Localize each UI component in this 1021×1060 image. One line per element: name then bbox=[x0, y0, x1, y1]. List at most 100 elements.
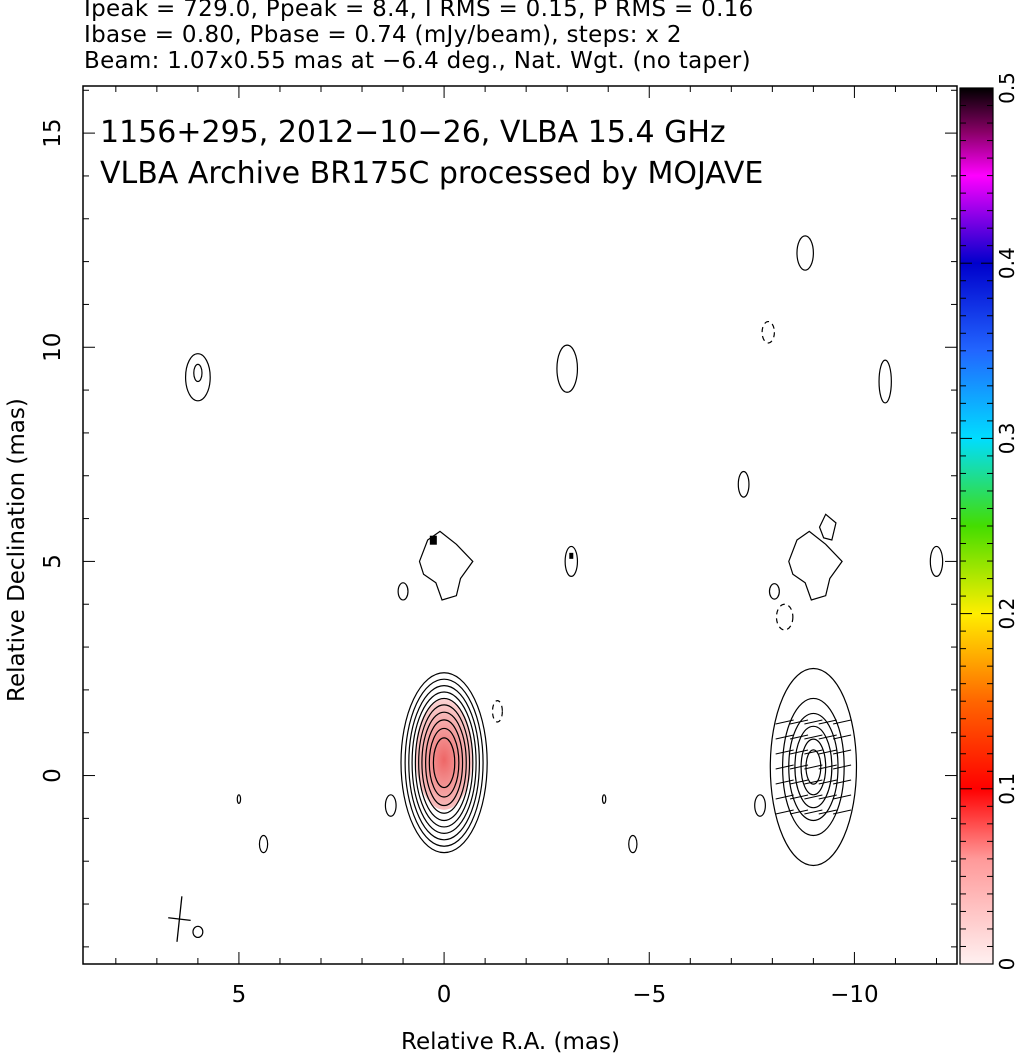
contour-line bbox=[788, 712, 839, 822]
contour-line bbox=[400, 672, 488, 854]
contour-line bbox=[384, 794, 397, 817]
evpa-vector bbox=[775, 749, 794, 755]
contour-line bbox=[796, 235, 814, 271]
evpa-vector bbox=[818, 779, 837, 785]
contour-line bbox=[768, 583, 780, 600]
colorbar-tick-label: 0.2 bbox=[995, 598, 1019, 630]
colorbar-tick-label: 0.5 bbox=[995, 72, 1019, 104]
contour-line bbox=[193, 363, 203, 383]
evpa-vector bbox=[789, 719, 809, 725]
contour-line bbox=[737, 470, 750, 498]
evpa-vector bbox=[818, 809, 837, 815]
evpa-vector bbox=[818, 734, 837, 740]
evpa-vector bbox=[789, 764, 809, 770]
evpa-vector bbox=[818, 719, 837, 725]
evpa-vector bbox=[832, 719, 852, 725]
evpa-vector bbox=[775, 809, 794, 815]
x-tick-label: 0 bbox=[437, 982, 452, 1008]
evpa-vector bbox=[775, 764, 794, 770]
contour-line bbox=[418, 704, 471, 822]
x-tick-label: −5 bbox=[632, 982, 666, 1008]
contour-line bbox=[601, 794, 607, 804]
evpa-vector bbox=[804, 809, 823, 815]
contour-line bbox=[628, 834, 638, 854]
evpa-vector bbox=[804, 749, 823, 755]
evpa-vector bbox=[818, 749, 837, 755]
evpa-vector bbox=[789, 809, 809, 815]
header-line-1: Ipeak = 729.0, Ppeak = 8.4, I RMS = 0.15… bbox=[84, 0, 754, 22]
negative-contour-line bbox=[775, 603, 794, 631]
jet-knot-contour bbox=[788, 530, 843, 601]
contour-line bbox=[564, 545, 579, 577]
evpa-vector bbox=[775, 734, 794, 740]
x-tick-label: −10 bbox=[830, 982, 879, 1008]
y-tick-label: 15 bbox=[40, 118, 66, 147]
contour-line bbox=[769, 667, 858, 867]
evpa-vector bbox=[804, 734, 823, 740]
evpa-vector bbox=[789, 794, 809, 800]
contour-line bbox=[425, 719, 464, 807]
evpa-vector bbox=[789, 779, 809, 785]
contour-line bbox=[184, 353, 211, 402]
evpa-vector bbox=[832, 809, 852, 815]
beam-minor-axis bbox=[168, 917, 191, 921]
jet-knot-contour bbox=[418, 530, 474, 601]
contour-line bbox=[556, 344, 579, 393]
header-line-2: Ibase = 0.80, Pbase = 0.74 (mJy/beam), s… bbox=[84, 22, 682, 48]
evpa-vector bbox=[804, 779, 823, 785]
contour-line bbox=[397, 582, 409, 601]
contour-line bbox=[414, 697, 474, 828]
colorbar-tick-label: 0.3 bbox=[995, 422, 1019, 454]
evpa-vector bbox=[818, 794, 837, 800]
contour-line bbox=[408, 685, 480, 841]
plot-frame bbox=[82, 85, 958, 965]
colorbar-tick-label: 0.1 bbox=[995, 773, 1019, 805]
evpa-vector bbox=[775, 719, 794, 725]
pol-pixel bbox=[429, 535, 437, 545]
contour-line bbox=[754, 794, 766, 817]
contour-line bbox=[805, 749, 822, 785]
contour-line bbox=[794, 725, 833, 809]
contour-line bbox=[258, 834, 269, 854]
contour-line bbox=[878, 359, 892, 404]
evpa-vector bbox=[832, 764, 852, 770]
evpa-vector bbox=[804, 764, 823, 770]
y-axis-label: Relative Declination (mas) bbox=[4, 398, 30, 702]
contour-line bbox=[428, 727, 460, 798]
chart-title-line-2: VLBA Archive BR175C processed by MOJAVE bbox=[100, 156, 763, 191]
evpa-vector bbox=[804, 719, 823, 725]
contour-layer bbox=[168, 235, 944, 942]
x-axis-label: Relative R.A. (mas) bbox=[401, 1029, 620, 1055]
negative-contour-line bbox=[761, 320, 776, 344]
contour-line bbox=[236, 794, 242, 804]
colorbar-tick-label: 0.4 bbox=[995, 247, 1019, 279]
header-line-3: Beam: 1.07x0.55 mas at −6.4 deg., Nat. W… bbox=[84, 48, 751, 74]
negative-contour-line bbox=[491, 699, 503, 723]
evpa-vector bbox=[832, 794, 852, 800]
contour-line bbox=[192, 925, 204, 939]
jet-knot-contour bbox=[818, 513, 837, 541]
fractional-pol-fill bbox=[415, 698, 473, 810]
contour-line bbox=[404, 678, 484, 847]
y-tick-label: 0 bbox=[40, 768, 66, 783]
evpa-vector bbox=[789, 749, 809, 755]
chart-title-line-1: 1156+295, 2012−10−26, VLBA 15.4 GHz bbox=[100, 115, 726, 150]
contour-line bbox=[929, 545, 944, 577]
axis-ticks: 5 0 −5 −10 0 5 10 15 0 0.1 0.2 0.3 0.4 0.5 bbox=[40, 72, 1019, 1008]
colorbar-tick-label: 0 bbox=[995, 958, 1019, 971]
contour-line bbox=[421, 711, 467, 814]
contour-line bbox=[432, 737, 456, 789]
evpa-vector bbox=[789, 734, 809, 740]
evpa-vector bbox=[832, 749, 852, 755]
evpa-vector bbox=[775, 794, 794, 800]
evpa-vector bbox=[818, 764, 837, 770]
y-axis-label-box: Relative Declination (mas) bbox=[2, 352, 32, 702]
y-tick-label: 10 bbox=[40, 333, 66, 362]
evpa-vector bbox=[832, 779, 852, 785]
contour-line bbox=[411, 691, 477, 834]
pol-pixel bbox=[569, 552, 574, 559]
y-tick-label: 5 bbox=[40, 554, 66, 569]
evpa-vector bbox=[804, 794, 823, 800]
evpa-vector bbox=[775, 779, 794, 785]
